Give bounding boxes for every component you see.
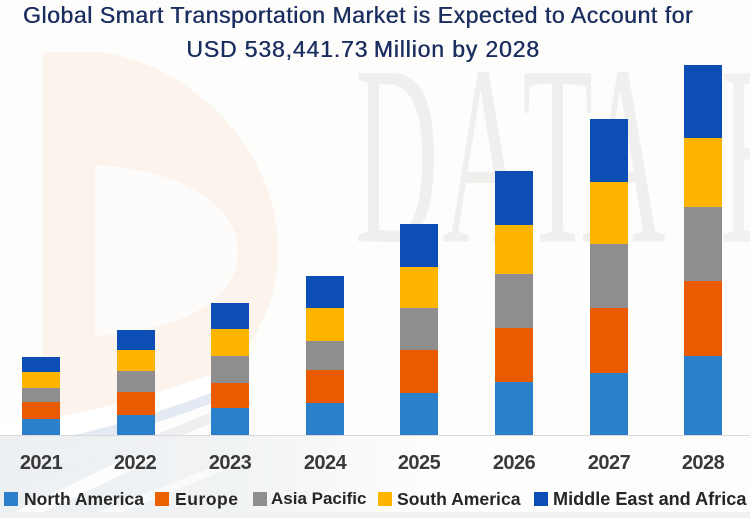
- svg-text:T: T: [522, 13, 593, 298]
- svg-text:B: B: [720, 13, 750, 298]
